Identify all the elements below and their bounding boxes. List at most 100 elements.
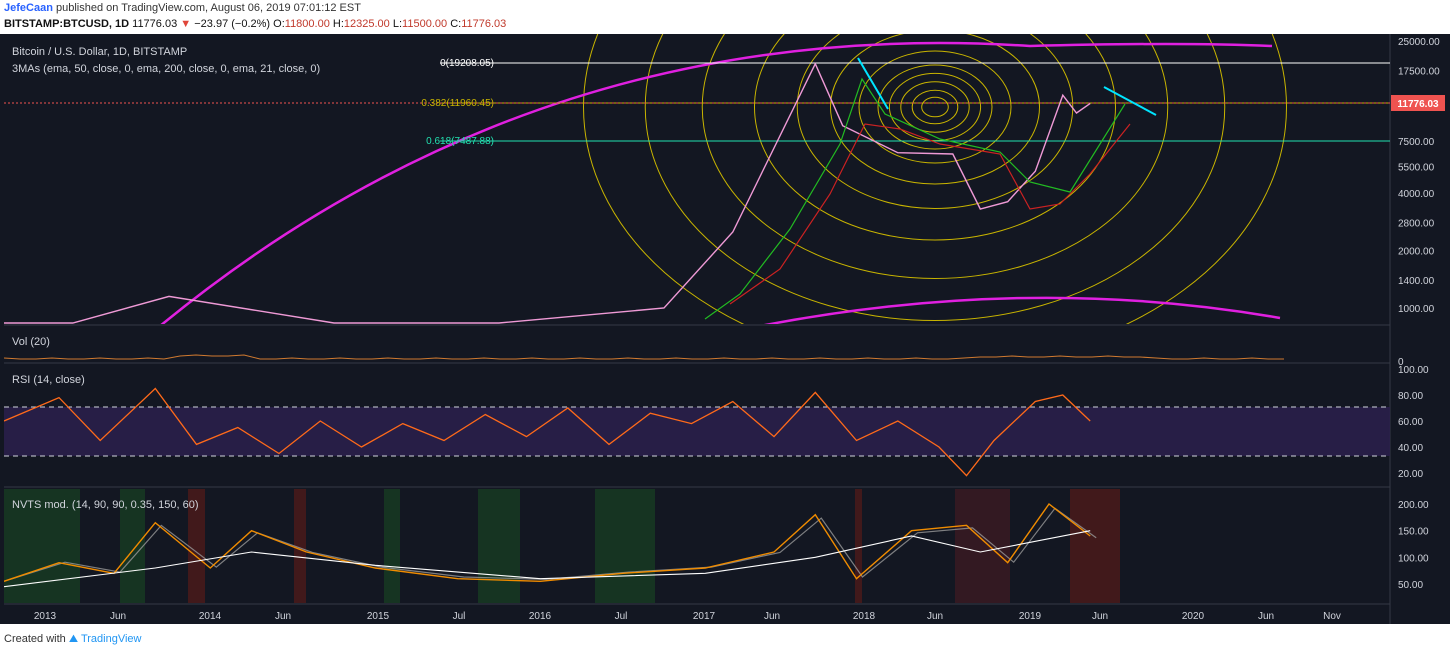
nvts-tick-label: 100.00: [1398, 553, 1429, 564]
nvts-orange-line: [4, 502, 1091, 583]
open-label: O:: [273, 18, 285, 30]
symbol-header: BITSTAMP:BTCUSD, 1D 11776.03 ▼ −23.97 (−…: [4, 18, 506, 30]
rsi-axis[interactable]: 100.00 80.00 60.00 40.00 20.00: [1398, 365, 1429, 480]
nvts-signal-bands: [4, 489, 1120, 603]
time-tick-label: Jun: [1092, 611, 1108, 622]
volume-panel: Vol (20): [4, 336, 1284, 360]
nvts-tick-label: 150.00: [1398, 527, 1429, 538]
rsi-title: RSI (14, close): [12, 374, 85, 386]
publish-header: JefeCaan published on TradingView.com, A…: [4, 2, 361, 14]
time-tick-label: 2017: [693, 611, 716, 622]
nvts-band: [595, 489, 655, 603]
fib-circle: [911, 89, 959, 125]
price-panel: Bitcoin / U.S. Dollar, 1D, BITSTAMP 3MAs…: [4, 34, 1390, 324]
time-tick-label: Jun: [764, 611, 780, 622]
fib-circle: [877, 64, 993, 150]
nvts-axis[interactable]: 200.00 150.00 100.00 50.00: [1398, 500, 1429, 591]
fib-circle: [644, 34, 1226, 321]
time-tick-label: 2016: [529, 611, 552, 622]
tradingview-logo-icon: ⛰: [68, 633, 79, 645]
time-tick-label: Jul: [453, 611, 466, 622]
nvts-tick-label: 50.00: [1398, 580, 1423, 591]
price-title: Bitcoin / U.S. Dollar, 1D, BITSTAMP: [12, 46, 187, 58]
time-tick-label: Jun: [927, 611, 943, 622]
last-price-tag-text: 11776.03: [1397, 99, 1439, 110]
nvts-band: [294, 489, 306, 603]
nvts-band: [855, 489, 862, 603]
price-tick-label: 17500.00: [1398, 67, 1440, 78]
time-tick-label: Jun: [275, 611, 291, 622]
cyan-trendline-2: [1103, 86, 1157, 116]
rsi-tick-label: 40.00: [1398, 443, 1423, 454]
nvts-title: NVTS mod. (14, 90, 90, 0.35, 150, 60): [12, 499, 199, 511]
fib-circle: [754, 34, 1116, 241]
nvts-signal-line: [4, 530, 1091, 588]
rsi-tick-label: 60.00: [1398, 417, 1423, 428]
time-tick-label: Jun: [1258, 611, 1274, 622]
close-value: 11776.03: [461, 18, 507, 30]
rsi-tick-label: 80.00: [1398, 391, 1423, 402]
time-axis[interactable]: 2013 Jun 2014 Jun 2015 Jul 2016 Jul 2017 Jun 2018 J…: [34, 611, 1341, 622]
fib-0382-label: 0.382(11960.45): [421, 98, 494, 109]
fib-circle: [701, 34, 1169, 279]
chart-svg[interactable]: Bitcoin / U.S. Dollar, 1D, BITSTAMP 3MAs…: [0, 34, 1450, 624]
symbol-label: BITSTAMP:BTCUSD, 1D: [4, 18, 130, 30]
nvts-band: [4, 489, 80, 603]
chart-area[interactable]: Bitcoin / U.S. Dollar, 1D, BITSTAMP 3MAs…: [0, 34, 1450, 624]
nvts-band: [1070, 489, 1120, 603]
tradingview-brand[interactable]: TradingView: [80, 633, 142, 645]
nvts-band: [120, 489, 145, 603]
nvts-tick-label: 200.00: [1398, 500, 1429, 511]
time-tick-label: 2019: [1019, 611, 1042, 622]
nvts-band: [384, 489, 400, 603]
price-axis[interactable]: 25000.00 17500.00 7500.00 5500.00 4000.00 280…: [1398, 37, 1440, 315]
rsi-tick-label: 100.00: [1398, 365, 1429, 376]
nvts-gray-line: [9, 507, 1097, 581]
fib-circles: [583, 34, 1287, 324]
price-tick-label: 1400.00: [1398, 276, 1435, 287]
fib-circle: [583, 34, 1287, 324]
time-tick-label: Nov: [1323, 611, 1341, 622]
time-tick-label: Jun: [110, 611, 126, 622]
publish-info: published on TradingView.com, August 06,…: [55, 2, 361, 14]
last-price: 11776.03: [132, 18, 178, 30]
price-tick-label: 5500.00: [1398, 163, 1435, 174]
high-value: 12325.00: [343, 18, 390, 30]
author-link[interactable]: JefeCaan: [4, 2, 53, 14]
fib-0-label: 0(19208.05): [440, 58, 494, 69]
fib-circle: [900, 81, 970, 133]
price-series-line: [4, 62, 1091, 324]
cyan-trendline-1: [857, 57, 889, 110]
magenta-lower-arc: [763, 296, 1281, 324]
fib-circle: [830, 34, 1040, 185]
rsi-series-line: [4, 387, 1091, 477]
time-tick-label: 2018: [853, 611, 876, 622]
nvts-band: [955, 489, 1010, 603]
rsi-band-fill: [4, 407, 1390, 456]
time-tick-label: Jul: [615, 611, 628, 622]
open-value: 11800.00: [284, 18, 330, 30]
time-tick-label: 2014: [199, 611, 222, 622]
fib-circle: [921, 96, 949, 118]
nvts-panel: NVTS mod. (14, 90, 90, 0.35, 150, 60): [4, 489, 1120, 603]
price-change: −23.97 (−0.2%): [194, 18, 271, 30]
price-tick-label: 4000.00: [1398, 189, 1435, 200]
down-arrow-icon: ▼: [180, 18, 192, 30]
time-tick-label: 2020: [1182, 611, 1205, 622]
time-tick-label: 2015: [367, 611, 390, 622]
price-tick-label: 2800.00: [1398, 219, 1435, 230]
price-tick-label: 25000.00: [1398, 37, 1440, 48]
fib-circle: [858, 50, 1012, 164]
last-price-tag: [1391, 95, 1445, 111]
volume-title: Vol (20): [12, 336, 50, 348]
nvts-band: [188, 489, 205, 603]
ema-50-line: [704, 77, 1126, 320]
ma-indicator-label: 3MAs (ema, 50, close, 0, ema, 200, close…: [12, 63, 320, 75]
volume-series: [4, 354, 1284, 360]
ema-200-line: [729, 123, 1131, 305]
rsi-panel: RSI (14, close): [4, 374, 1390, 477]
low-label: L:: [392, 18, 403, 30]
close-label: C:: [450, 18, 462, 30]
price-tick-label: 2000.00: [1398, 247, 1435, 258]
volume-axis-zero: 0: [1398, 357, 1404, 368]
